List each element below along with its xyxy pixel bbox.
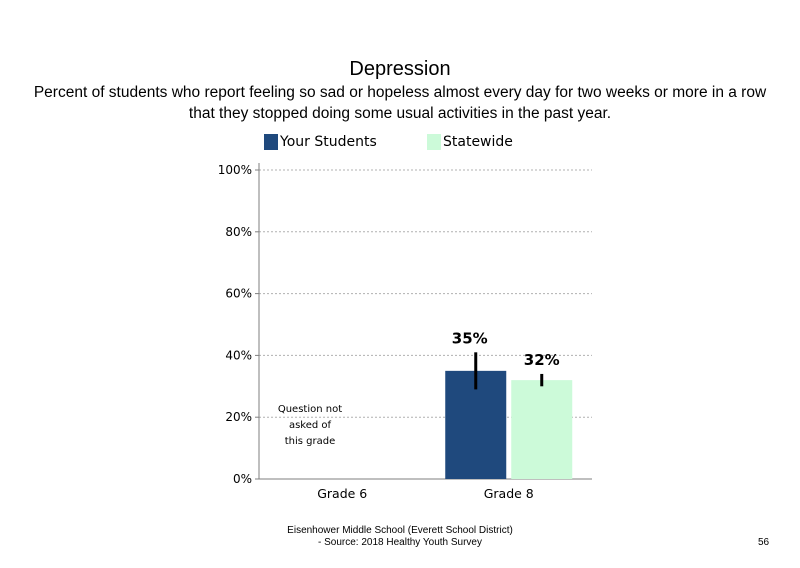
y-tick-label-0: 0% <box>233 472 252 486</box>
legend-label-statewide: Statewide <box>443 134 513 150</box>
legend-item-statewide: Statewide <box>427 133 513 151</box>
footer-line-2: - Source: 2018 Healthy Youth Survey <box>318 537 482 548</box>
y-tick-label-40: 40% <box>225 348 252 362</box>
y-tick-label-80: 80% <box>225 225 252 239</box>
data-label-your-students-grade-8: 35% <box>452 329 488 347</box>
y-tick-label-60: 60% <box>225 287 252 301</box>
legend-item-your-students: Your Students <box>264 133 377 151</box>
x-tick-label-grade-8: Grade 8 <box>484 486 534 501</box>
page-number: 56 <box>758 537 770 548</box>
chart-title: Depression <box>349 58 451 80</box>
legend-swatch-your-students <box>264 134 278 150</box>
annotation-not-asked: Question not asked of this grade <box>278 404 342 447</box>
x-tick-label-grade-6: Grade 6 <box>317 486 367 501</box>
footer-source: Eisenhower Middle School (Everett School… <box>230 525 570 549</box>
y-tick-label-100: 100% <box>218 163 252 177</box>
y-tick-label-20: 20% <box>225 410 252 424</box>
bar-statewide-grade-8 <box>511 380 573 479</box>
footer-line-1: Eisenhower Middle School (Everett School… <box>287 525 513 536</box>
data-label-statewide-grade-8: 32% <box>524 351 560 369</box>
legend-label-your-students: Your Students <box>280 134 377 150</box>
chart-subtitle: Percent of students who report feeling s… <box>33 84 767 122</box>
legend-swatch-statewide <box>427 134 441 150</box>
